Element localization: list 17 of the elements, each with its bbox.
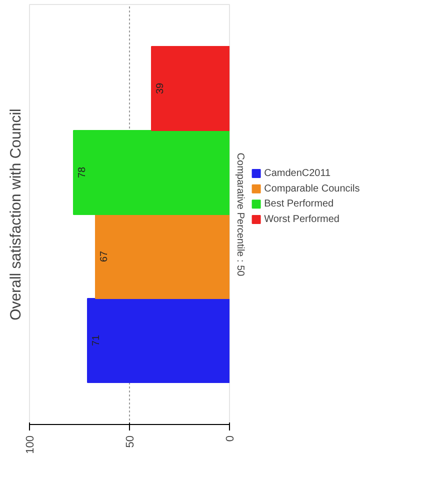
data-label: 67 <box>99 250 110 262</box>
y-axis-title: Comparative Percentile : 50 <box>234 152 246 277</box>
bar <box>151 46 230 131</box>
legend-label: Comparable Councils <box>264 183 360 194</box>
data-label: 78 <box>77 166 88 178</box>
x-tick-label: 50 <box>124 435 136 448</box>
legend-label: Best Performed <box>264 198 334 210</box>
text: Overall satisfaction with Council <box>8 108 24 320</box>
x-tick-label: 100 <box>24 435 36 454</box>
bar <box>73 130 230 215</box>
data-label: 39 <box>155 82 166 94</box>
legend-label: Worst Performed <box>264 214 340 226</box>
x-tick-label: 0 <box>224 435 236 442</box>
bar <box>87 298 230 383</box>
bar <box>95 214 230 299</box>
legend-label: CamdenC2011 <box>264 168 332 179</box>
data-label: 71 <box>91 334 102 346</box>
